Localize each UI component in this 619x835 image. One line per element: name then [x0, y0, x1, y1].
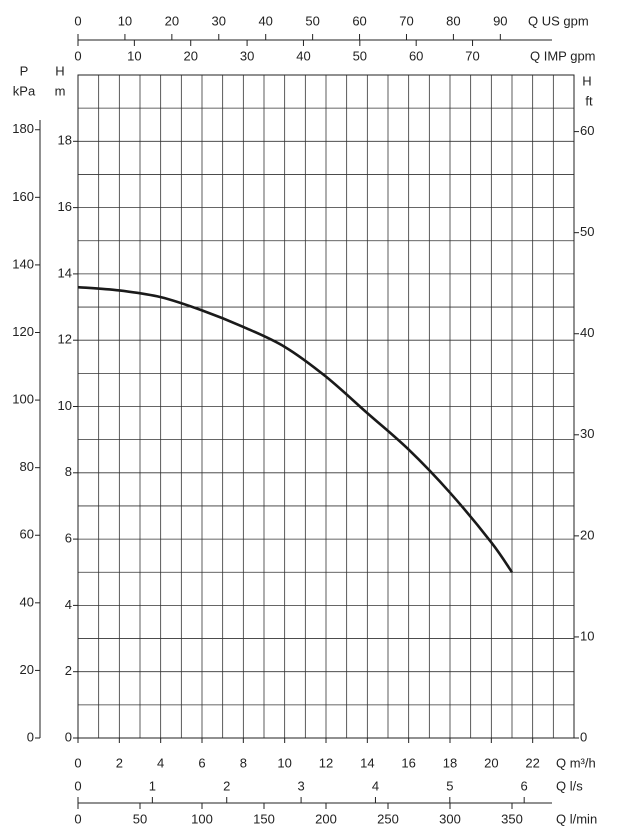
tick-label: 60 [409, 48, 423, 63]
tick-label: 40 [580, 325, 594, 340]
x-tick-label: 6 [198, 755, 205, 770]
tick-label: 30 [240, 48, 254, 63]
x-tick-label: 20 [484, 755, 498, 770]
tick-label: 100 [191, 811, 213, 826]
y-tick-label: 0 [65, 729, 72, 744]
y-axis-label: H [55, 63, 64, 78]
tick-label: 160 [12, 189, 34, 204]
tick-label: 10 [127, 48, 141, 63]
tick-label: 120 [12, 324, 34, 339]
x-tick-label: 22 [525, 755, 539, 770]
tick-label: 50 [353, 48, 367, 63]
axis-label: H [582, 73, 591, 88]
tick-label: 0 [580, 729, 587, 744]
tick-label: 70 [465, 48, 479, 63]
tick-label: 0 [74, 13, 81, 28]
tick-label: 0 [74, 811, 81, 826]
axis-label: Q l/min [556, 811, 597, 826]
tick-label: 10 [580, 628, 594, 643]
tick-label: 80 [20, 459, 34, 474]
tick-label: 70 [399, 13, 413, 28]
tick-label: 350 [501, 811, 523, 826]
x-tick-label: 10 [277, 755, 291, 770]
axis-label: ft [585, 93, 593, 108]
x-tick-label: 4 [157, 755, 164, 770]
y-tick-label: 10 [58, 398, 72, 413]
tick-label: 20 [20, 662, 34, 677]
tick-label: 10 [118, 13, 132, 28]
tick-label: 5 [446, 778, 453, 793]
x-tick-label: 8 [240, 755, 247, 770]
tick-label: 3 [297, 778, 304, 793]
y-tick-label: 2 [65, 663, 72, 678]
y-tick-label: 4 [65, 597, 72, 612]
tick-label: 80 [446, 13, 460, 28]
tick-label: 2 [223, 778, 230, 793]
tick-label: 140 [12, 256, 34, 271]
tick-label: 100 [12, 392, 34, 407]
x-tick-label: 14 [360, 755, 374, 770]
x-tick-label: 18 [443, 755, 457, 770]
y-axis-label: m [55, 83, 66, 98]
tick-label: 40 [296, 48, 310, 63]
y-tick-label: 18 [58, 133, 72, 148]
y-tick-label: 6 [65, 531, 72, 546]
tick-label: 50 [133, 811, 147, 826]
tick-label: 40 [258, 13, 272, 28]
axis-label: kPa [13, 83, 36, 98]
tick-label: 0 [74, 48, 81, 63]
tick-label: 300 [439, 811, 461, 826]
x-tick-label: 2 [116, 755, 123, 770]
tick-label: 60 [20, 527, 34, 542]
tick-label: 6 [521, 778, 528, 793]
tick-label: 0 [27, 729, 34, 744]
x-tick-label: 12 [319, 755, 333, 770]
y-tick-label: 14 [58, 265, 72, 280]
tick-label: 0 [74, 778, 81, 793]
y-tick-label: 12 [58, 332, 72, 347]
axis-label: Q l/s [556, 778, 583, 793]
axis-label: Q IMP gpm [530, 48, 596, 63]
tick-label: 20 [183, 48, 197, 63]
tick-label: 60 [580, 123, 594, 138]
tick-label: 30 [580, 426, 594, 441]
x-axis-label: Q m³/h [556, 755, 596, 770]
tick-label: 180 [12, 121, 34, 136]
axis-label: P [20, 63, 29, 78]
pump-curve [77, 285, 514, 573]
tick-label: 1 [149, 778, 156, 793]
y-tick-label: 16 [58, 199, 72, 214]
tick-label: 50 [580, 224, 594, 239]
tick-label: 150 [253, 811, 275, 826]
x-tick-label: 16 [401, 755, 415, 770]
tick-label: 200 [315, 811, 337, 826]
tick-label: 60 [352, 13, 366, 28]
tick-label: 4 [372, 778, 379, 793]
tick-label: 20 [580, 527, 594, 542]
tick-label: 40 [20, 594, 34, 609]
tick-label: 90 [493, 13, 507, 28]
tick-label: 20 [165, 13, 179, 28]
tick-label: 250 [377, 811, 399, 826]
x-tick-label: 0 [74, 755, 81, 770]
axis-label: Q US gpm [528, 13, 589, 28]
tick-label: 30 [212, 13, 226, 28]
y-tick-label: 8 [65, 464, 72, 479]
tick-label: 50 [305, 13, 319, 28]
